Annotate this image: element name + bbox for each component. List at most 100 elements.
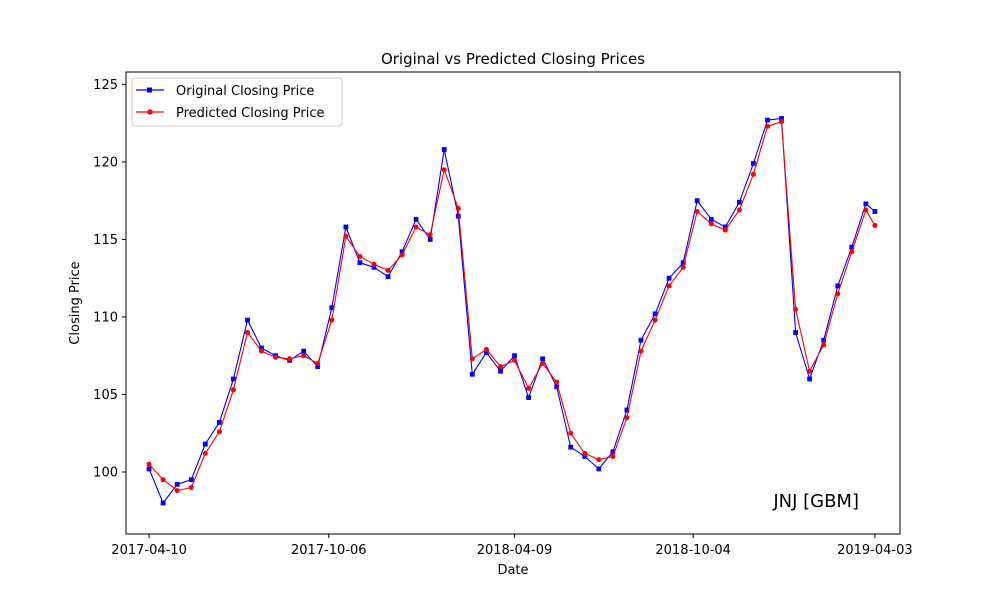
x-axis-label: Date bbox=[497, 563, 528, 578]
data-point bbox=[301, 348, 307, 354]
data-point bbox=[554, 384, 560, 390]
data-point bbox=[245, 317, 250, 323]
x-tick-label: 2017-10-06 bbox=[291, 543, 367, 558]
data-point bbox=[779, 116, 784, 121]
y-axis-label: Closing Price bbox=[68, 261, 83, 344]
data-point bbox=[245, 330, 250, 335]
data-point bbox=[680, 260, 686, 266]
data-point bbox=[146, 461, 152, 467]
data-point bbox=[722, 224, 728, 230]
data-point bbox=[427, 232, 433, 238]
y-tick-label: 120 bbox=[93, 155, 118, 170]
data-point bbox=[568, 430, 574, 436]
data-point bbox=[231, 376, 236, 382]
chart-annotation: JNJ [GBM] bbox=[772, 491, 859, 512]
data-point bbox=[498, 364, 503, 370]
data-point bbox=[483, 347, 489, 352]
y-tick-label: 115 bbox=[93, 233, 118, 248]
series-0 bbox=[146, 116, 878, 506]
data-point bbox=[554, 379, 560, 385]
data-point bbox=[357, 260, 363, 266]
data-point bbox=[680, 264, 686, 270]
data-point bbox=[638, 348, 644, 354]
y-tick-label: 105 bbox=[93, 388, 118, 403]
data-point bbox=[694, 209, 700, 214]
data-point bbox=[188, 485, 194, 490]
data-point bbox=[343, 233, 349, 239]
data-point bbox=[315, 364, 321, 369]
legend-box bbox=[131, 77, 343, 127]
x-tick-label: 2017-04-10 bbox=[111, 543, 187, 558]
data-point bbox=[371, 264, 377, 270]
data-point bbox=[666, 275, 672, 281]
data-point bbox=[540, 356, 545, 362]
chart-title: Original vs Predicted Closing Prices bbox=[381, 50, 645, 68]
data-point bbox=[385, 274, 391, 279]
data-point bbox=[624, 407, 630, 413]
plot-frame bbox=[125, 71, 901, 535]
data-point bbox=[750, 171, 756, 177]
data-point bbox=[652, 311, 658, 317]
data-point bbox=[652, 317, 658, 323]
data-point bbox=[441, 147, 447, 152]
data-point bbox=[736, 207, 742, 213]
data-point bbox=[835, 283, 841, 289]
series-layer bbox=[146, 116, 878, 506]
x-tick-label: 2019-04-03 bbox=[837, 543, 913, 558]
data-point bbox=[357, 254, 363, 259]
series-line bbox=[148, 117, 876, 504]
data-point bbox=[708, 221, 714, 227]
data-point bbox=[399, 249, 405, 255]
data-point bbox=[329, 305, 335, 311]
legend-marker-predicted bbox=[147, 109, 153, 115]
data-point bbox=[751, 161, 756, 166]
data-point bbox=[722, 227, 728, 233]
data-point bbox=[202, 450, 208, 456]
data-point bbox=[287, 356, 293, 362]
data-point bbox=[793, 306, 799, 312]
data-point bbox=[216, 429, 222, 435]
legend-marker-original bbox=[147, 87, 152, 93]
data-point bbox=[413, 224, 419, 230]
data-point bbox=[526, 395, 531, 400]
data-point bbox=[202, 441, 208, 447]
y-tick-label: 100 bbox=[93, 465, 118, 480]
data-point bbox=[610, 454, 616, 459]
data-point bbox=[441, 167, 447, 173]
y-tick-label: 125 bbox=[93, 78, 118, 93]
data-point bbox=[385, 267, 391, 273]
data-point bbox=[146, 466, 152, 472]
data-point bbox=[512, 353, 517, 359]
data-point bbox=[582, 450, 588, 456]
data-point bbox=[455, 205, 461, 211]
data-point bbox=[469, 371, 475, 377]
data-point bbox=[596, 457, 602, 463]
data-point bbox=[273, 354, 279, 360]
data-point bbox=[427, 237, 433, 242]
data-point bbox=[708, 216, 714, 222]
y-tick-label: 110 bbox=[93, 310, 118, 325]
data-point bbox=[807, 368, 813, 374]
data-point bbox=[610, 449, 616, 455]
data-point bbox=[638, 337, 644, 343]
data-point bbox=[174, 488, 180, 494]
data-point bbox=[259, 348, 264, 354]
data-point bbox=[872, 223, 878, 228]
data-point bbox=[174, 482, 180, 487]
data-point bbox=[821, 337, 827, 343]
data-point bbox=[484, 350, 489, 355]
series-1 bbox=[146, 119, 878, 494]
data-point bbox=[863, 207, 869, 213]
data-point bbox=[315, 361, 321, 366]
data-point bbox=[694, 198, 700, 204]
data-point bbox=[160, 500, 166, 506]
series-line bbox=[148, 121, 876, 492]
data-point bbox=[765, 123, 770, 129]
x-axis: 2017-04-10 2017-10-06 2018-04-09 2018-10-04… bbox=[111, 534, 913, 558]
data-point bbox=[863, 201, 869, 207]
legend-label-original: Original Closing Price bbox=[176, 84, 314, 99]
data-point bbox=[343, 224, 349, 230]
data-point bbox=[399, 252, 405, 258]
data-point bbox=[526, 385, 532, 391]
